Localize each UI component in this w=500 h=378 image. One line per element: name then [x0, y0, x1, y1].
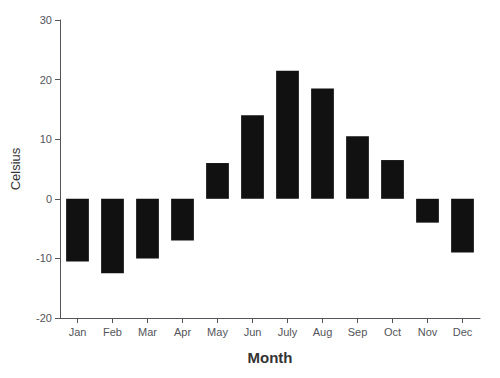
svg-text:0: 0 — [46, 193, 52, 205]
svg-text:Dec: Dec — [453, 326, 473, 338]
svg-text:Celsius: Celsius — [8, 147, 23, 190]
svg-text:Feb: Feb — [103, 326, 122, 338]
svg-text:20: 20 — [40, 74, 52, 86]
svg-text:July: July — [278, 326, 298, 338]
svg-text:-20: -20 — [36, 312, 52, 324]
svg-text:Nov: Nov — [418, 326, 438, 338]
svg-text:Mar: Mar — [138, 326, 157, 338]
svg-text:Sep: Sep — [348, 326, 368, 338]
svg-text:30: 30 — [40, 14, 52, 26]
svg-text:Jan: Jan — [69, 326, 87, 338]
svg-text:10: 10 — [40, 133, 52, 145]
svg-text:Aug: Aug — [313, 326, 333, 338]
svg-text:May: May — [207, 326, 228, 338]
svg-text:Apr: Apr — [174, 326, 191, 338]
svg-text:Oct: Oct — [384, 326, 401, 338]
svg-text:-10: -10 — [36, 252, 52, 264]
svg-text:Month: Month — [248, 349, 293, 366]
svg-text:Jun: Jun — [244, 326, 262, 338]
